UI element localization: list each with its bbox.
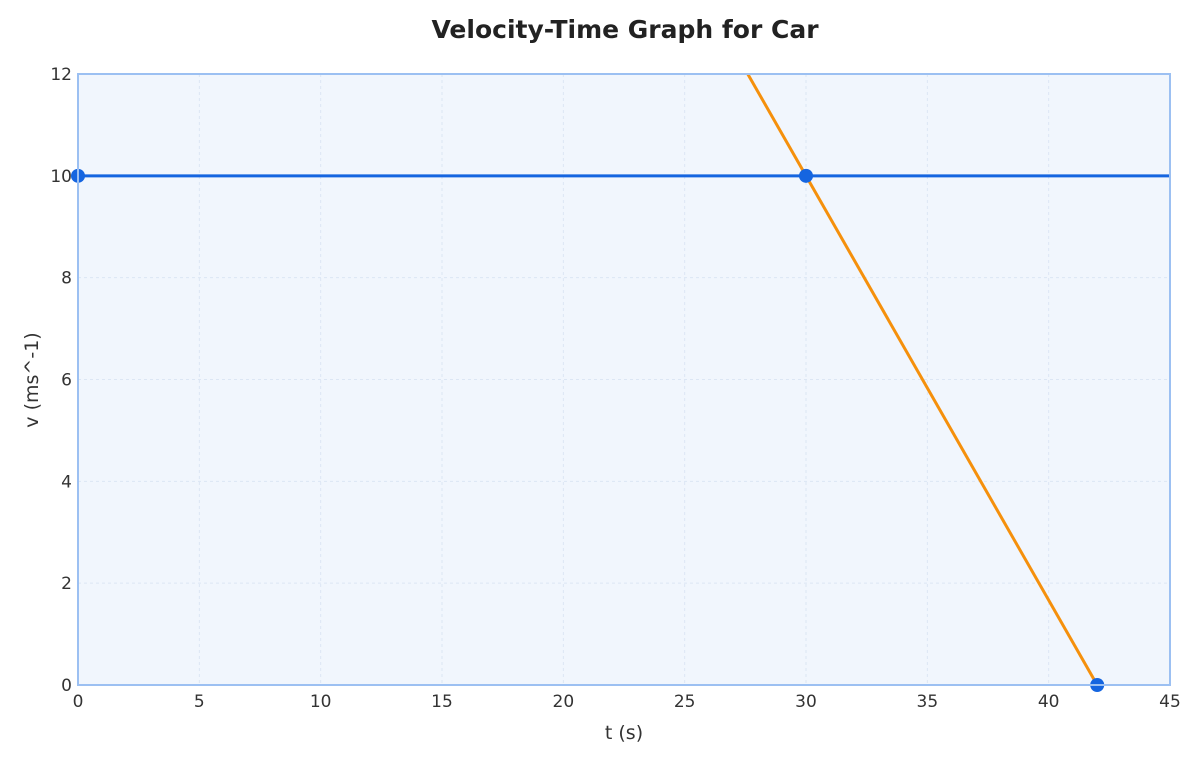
y-tick-label: 8 <box>61 269 72 289</box>
x-tick-label: 0 <box>73 692 84 712</box>
x-tick-label: 35 <box>917 692 939 712</box>
x-tick-label: 45 <box>1159 692 1181 712</box>
x-tick-label: 30 <box>795 692 817 712</box>
y-tick-label: 6 <box>61 371 72 391</box>
y-tick-label: 0 <box>61 676 72 696</box>
x-tick-label: 5 <box>194 692 205 712</box>
data-point <box>799 168 813 183</box>
x-axis-label: t (s) <box>605 722 643 744</box>
y-tick-label: 4 <box>61 472 72 492</box>
y-tick-label: 12 <box>50 65 72 85</box>
x-axis-ticks: 0 5 10 15 20 25 30 35 40 45 <box>73 692 1181 712</box>
x-tick-label: 25 <box>674 692 696 712</box>
x-tick-label: 40 <box>1038 692 1060 712</box>
x-tick-label: 10 <box>310 692 332 712</box>
plot-border <box>77 73 1171 686</box>
y-tick-label: 2 <box>61 574 72 594</box>
x-tick-label: 20 <box>553 692 575 712</box>
chart-title: Velocity-Time Graph for Car <box>431 15 819 44</box>
y-tick-label: 10 <box>50 167 72 187</box>
y-axis-label: v (ms^-1) <box>21 332 43 427</box>
y-axis-ticks: 0 2 4 6 8 10 12 <box>50 65 72 696</box>
x-tick-label: 15 <box>431 692 453 712</box>
